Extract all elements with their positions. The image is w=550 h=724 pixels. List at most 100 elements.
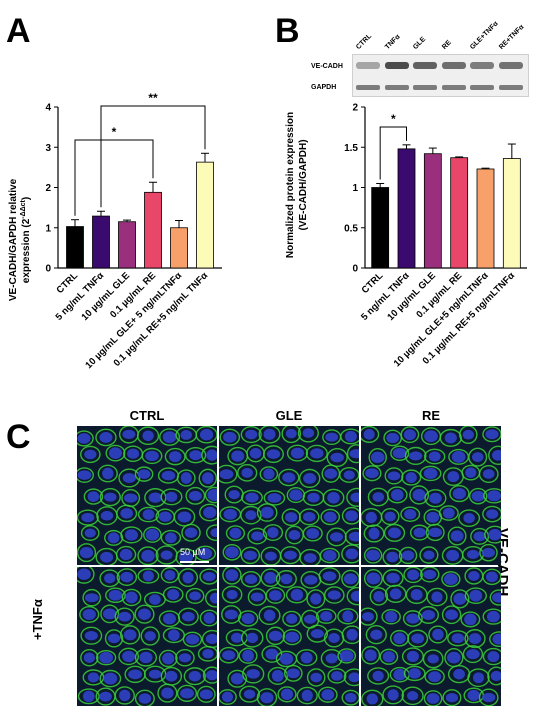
- cell-nucleus: [428, 671, 442, 683]
- cell-nucleus: [77, 433, 91, 444]
- cell-nucleus: [202, 571, 216, 582]
- cell-nucleus: [432, 628, 444, 641]
- cell-nucleus: [365, 511, 377, 524]
- cell-nucleus: [123, 629, 137, 641]
- cell-nucleus: [99, 691, 112, 702]
- cell-junction: [363, 524, 385, 543]
- cell-nucleus: [228, 489, 240, 500]
- cell-nucleus: [285, 428, 297, 439]
- cell-nucleus: [393, 668, 407, 681]
- cell-junction: [140, 626, 160, 646]
- cell-junction: [99, 669, 122, 688]
- cell-junction: [449, 485, 470, 503]
- cell-nucleus: [443, 573, 458, 585]
- cell-nucleus: [487, 490, 501, 502]
- chart-a-significance-bracket: [74, 139, 154, 216]
- cell-nucleus: [162, 613, 176, 625]
- cell-nucleus: [280, 573, 293, 585]
- cell-junction: [478, 688, 499, 706]
- cell-junction: [134, 466, 154, 482]
- cell-nucleus: [225, 546, 239, 559]
- cell-nucleus: [307, 492, 320, 503]
- cell-junction: [256, 503, 278, 522]
- micrograph-col-gle: GLE: [275, 408, 303, 423]
- cell-junction: [403, 665, 426, 682]
- cell-nucleus: [320, 611, 333, 622]
- cell-nucleus: [431, 591, 443, 603]
- cell-junction: [298, 508, 320, 526]
- cell-nucleus: [302, 511, 316, 522]
- cell-junction: [428, 625, 448, 644]
- cell-nucleus: [387, 689, 399, 701]
- cell-junction: [240, 505, 262, 525]
- cell-nucleus: [245, 492, 259, 503]
- cell-nucleus: [165, 532, 177, 544]
- cell-nucleus: [226, 589, 238, 600]
- cell-nucleus: [99, 431, 113, 443]
- cell-junction: [259, 466, 279, 482]
- cell-nucleus: [263, 468, 275, 480]
- cell-nucleus: [286, 613, 298, 624]
- cell-nucleus: [145, 450, 159, 462]
- cell-junction: [478, 464, 499, 483]
- cell-junction: [258, 426, 281, 444]
- cell-nucleus: [328, 633, 340, 643]
- cell-nucleus: [189, 450, 203, 461]
- cell-nucleus: [188, 670, 202, 682]
- cell-junction: [164, 447, 186, 466]
- cell-junction: [489, 631, 501, 648]
- cell-nucleus: [331, 671, 343, 681]
- cell-nucleus: [279, 652, 294, 665]
- cell-nucleus: [350, 492, 359, 503]
- cell-junction: [185, 486, 206, 505]
- cell-nucleus: [445, 692, 459, 703]
- cell-junction: [337, 648, 357, 664]
- micrograph-row-label-tnfa: +TNFα: [30, 599, 45, 640]
- blot-band-vecadh: [356, 62, 380, 69]
- cell-junction: [182, 631, 203, 648]
- cell-nucleus: [304, 575, 318, 585]
- cell-junction: [403, 567, 423, 584]
- cell-nucleus: [366, 549, 381, 561]
- cell-nucleus: [407, 569, 420, 581]
- cell-nucleus: [286, 668, 300, 679]
- cell-junction: [114, 607, 135, 626]
- chart-b-ytick-label: 1.5: [344, 143, 358, 154]
- cell-nucleus: [285, 631, 300, 643]
- cell-nucleus: [290, 588, 304, 601]
- blot-band-vecadh: [384, 62, 409, 69]
- cell-nucleus: [84, 593, 99, 603]
- cell-junction: [470, 527, 490, 545]
- cell-nucleus: [386, 551, 399, 563]
- cell-nucleus: [485, 429, 499, 440]
- blot-membrane-gapdh: [352, 80, 529, 97]
- cell-junction: [487, 666, 501, 686]
- cell-nucleus: [327, 491, 340, 504]
- cell-nucleus: [268, 630, 283, 641]
- cell-junction: [116, 568, 138, 586]
- cell-nucleus: [384, 511, 396, 522]
- cell-nucleus: [387, 471, 401, 481]
- cell-nucleus: [263, 428, 276, 440]
- cell-junction: [77, 509, 99, 526]
- cell-nucleus: [245, 510, 257, 521]
- scale-bar-line: [180, 561, 209, 563]
- cell-nucleus: [363, 429, 375, 440]
- cell-junction: [459, 426, 478, 445]
- cell-nucleus: [482, 469, 495, 479]
- cell-nucleus: [348, 531, 359, 542]
- cell-junction: [368, 447, 387, 467]
- cell-nucleus: [206, 670, 217, 681]
- cell-nucleus: [486, 509, 499, 519]
- cell-junction: [95, 428, 117, 447]
- cell-junction: [116, 504, 138, 523]
- cell-junction: [120, 526, 143, 544]
- cell-junction: [489, 589, 501, 606]
- cell-junction: [77, 567, 95, 584]
- chart-b-bar: [397, 148, 416, 269]
- cell-nucleus: [427, 654, 439, 664]
- cell-nucleus: [289, 489, 303, 501]
- cell-junction: [237, 610, 259, 627]
- cell-junction: [99, 569, 120, 588]
